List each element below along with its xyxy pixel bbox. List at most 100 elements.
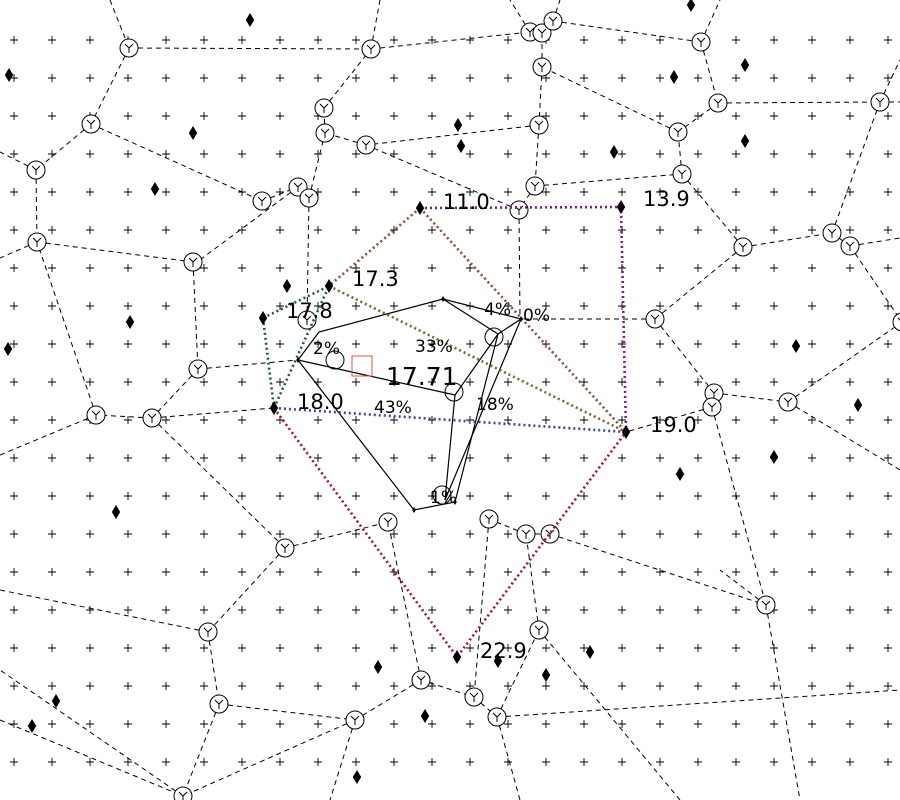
voronoi-vertex-mark	[293, 182, 303, 192]
voronoi-vertex-mark	[534, 120, 544, 130]
background-point	[4, 68, 14, 82]
background-point	[686, 0, 696, 12]
background-point	[669, 70, 679, 84]
neighbour-point	[269, 401, 279, 415]
query-point-marker	[351, 355, 373, 377]
background-point	[740, 58, 750, 72]
voronoi-vertex-mark	[534, 625, 544, 635]
voronoi-vertex-mark	[350, 715, 360, 725]
voronoi-vertex-mark	[845, 241, 855, 251]
background-point	[111, 505, 121, 519]
neighbour-link	[261, 317, 276, 409]
background-point	[453, 118, 463, 132]
background-point	[352, 770, 362, 784]
neighbour-point	[258, 311, 268, 325]
background-point	[373, 660, 383, 674]
voronoi-vertex-mark	[304, 193, 314, 203]
stolen-region-corner	[453, 499, 457, 505]
voronoi-vertex-circle	[892, 312, 900, 332]
background-point	[740, 134, 750, 148]
stolen-region-spoke	[444, 318, 522, 501]
sample-value-label: 22.9	[480, 639, 527, 663]
neighbour-point	[324, 279, 334, 293]
neighbour-link	[273, 406, 627, 434]
stolen-region-corner	[412, 507, 416, 513]
value-labels: 11.0 13.9 17.3 17.8 18.0 19.0 22.9	[286, 187, 697, 663]
voronoi-vertex-mark	[897, 317, 900, 321]
vertex-circle	[325, 350, 345, 370]
voronoi-vertex-mark	[537, 28, 547, 38]
voronoi-vertex-mark	[31, 165, 41, 175]
sample-value-label: 17.8	[286, 299, 333, 323]
voronoi-vertex-mark	[530, 181, 540, 191]
vertex-circle	[484, 327, 504, 347]
background-point	[282, 279, 292, 293]
neighbour-link	[272, 407, 628, 660]
weight-label: 2%	[313, 339, 340, 359]
voronoi-vertex-mark	[86, 119, 96, 129]
vertex-circle	[432, 485, 452, 505]
voronoi-vertex-mark	[319, 103, 329, 113]
background-point	[3, 342, 13, 356]
background-point	[27, 719, 37, 733]
neighbour-point	[415, 201, 425, 215]
sample-value-label: 18.0	[297, 390, 344, 414]
voronoi-vertices	[26, 11, 900, 800]
stolen-region-corner	[519, 316, 523, 322]
voronoi-vertex-mark	[302, 315, 312, 325]
voronoi-vertex-mark	[203, 627, 213, 637]
background-point	[609, 145, 619, 159]
stolen-region-vertices	[325, 327, 504, 505]
background-point	[585, 645, 595, 659]
voronoi-vertex-mark	[650, 314, 660, 324]
voronoi-vertex-mark	[147, 413, 157, 423]
voronoi-vertex-mark	[361, 140, 371, 150]
weight-label: 43%	[374, 398, 412, 418]
voronoi-vertex-mark	[383, 517, 393, 527]
voronoi-vertex-mark	[32, 237, 42, 247]
voronoi-vertex-mark	[469, 692, 479, 702]
voronoi-vertex-mark	[548, 16, 558, 26]
sample-value-label: 11.0	[443, 190, 490, 214]
weight-label: 1%	[430, 488, 457, 508]
voronoi-vertex-mark	[484, 514, 494, 524]
voronoi-vertex-mark	[761, 600, 771, 610]
background-point	[188, 126, 198, 140]
voronoi-vertex-mark	[677, 169, 687, 179]
background-point	[791, 339, 801, 353]
neighbour-link	[419, 207, 627, 433]
weight-label: 18%	[476, 395, 514, 415]
voronoi-vertex-mark	[537, 62, 547, 72]
voronoi-vertex-mark	[521, 529, 531, 539]
background-point	[125, 315, 135, 329]
weight-label: 0%	[523, 306, 550, 326]
voronoi-vertex-mark	[193, 364, 203, 374]
stolen-region-polygon	[297, 298, 523, 511]
voronoi-vertex-mark	[713, 98, 723, 108]
neighbour-point	[621, 425, 631, 439]
voronoi-vertex-mark	[525, 27, 535, 37]
sample-value-label: 17.3	[352, 267, 399, 291]
interpolated-value-label: 17.71	[386, 362, 458, 391]
neighbour-points	[258, 200, 631, 664]
voronoi-vertex-mark	[738, 242, 748, 252]
voronoi-vertex-mark	[257, 196, 267, 206]
voronoi-vertex-mark	[827, 228, 837, 238]
background-points	[3, 0, 863, 784]
stolen-region-corner	[441, 296, 445, 302]
voronoi-vertex-mark	[707, 402, 717, 412]
background-point	[675, 467, 685, 481]
vertex-circle	[444, 382, 464, 402]
grid-cross-set	[10, 36, 892, 766]
background-point	[245, 13, 255, 27]
voronoi-vertex-mark	[178, 791, 188, 800]
voronoi-vertex-mark	[783, 397, 793, 407]
voronoi-vertex-mark	[124, 43, 134, 53]
voronoi-vertex-mark	[492, 712, 502, 722]
voronoi-vertex-mark	[214, 699, 224, 709]
neighbour-point	[452, 650, 462, 664]
voronoi-vertex-circle	[173, 786, 193, 800]
voronoi-vertex-mark	[91, 410, 101, 420]
